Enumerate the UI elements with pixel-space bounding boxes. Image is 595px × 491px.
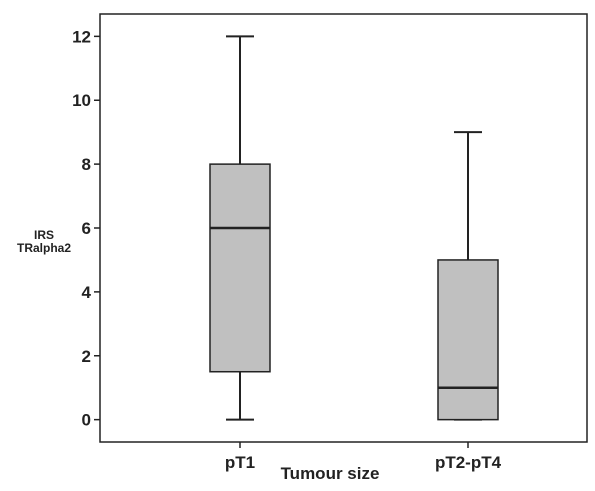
- y-tick-label: 4: [82, 283, 92, 302]
- y-tick-label: 12: [72, 27, 91, 46]
- box-pT2-pT4: [437, 131, 499, 421]
- y-tick-label: 0: [82, 411, 91, 430]
- y-tick-label: 8: [82, 155, 91, 174]
- y-tick-label: 2: [82, 347, 91, 366]
- category-label-pT1: pT1: [225, 453, 255, 472]
- y-axis-title-line-1: IRS: [34, 228, 54, 242]
- iqr-box: [437, 259, 499, 421]
- category-label-pT2-pT4: pT2-pT4: [435, 453, 502, 472]
- x-axis-title: Tumour size: [281, 464, 380, 483]
- box-pT1: [209, 35, 271, 421]
- y-axis-title-line-2: TRalpha2: [17, 241, 71, 255]
- iqr-box: [209, 163, 271, 373]
- y-tick-label: 10: [72, 91, 91, 110]
- y-tick-label: 6: [82, 219, 91, 238]
- plot-frame: [99, 13, 588, 443]
